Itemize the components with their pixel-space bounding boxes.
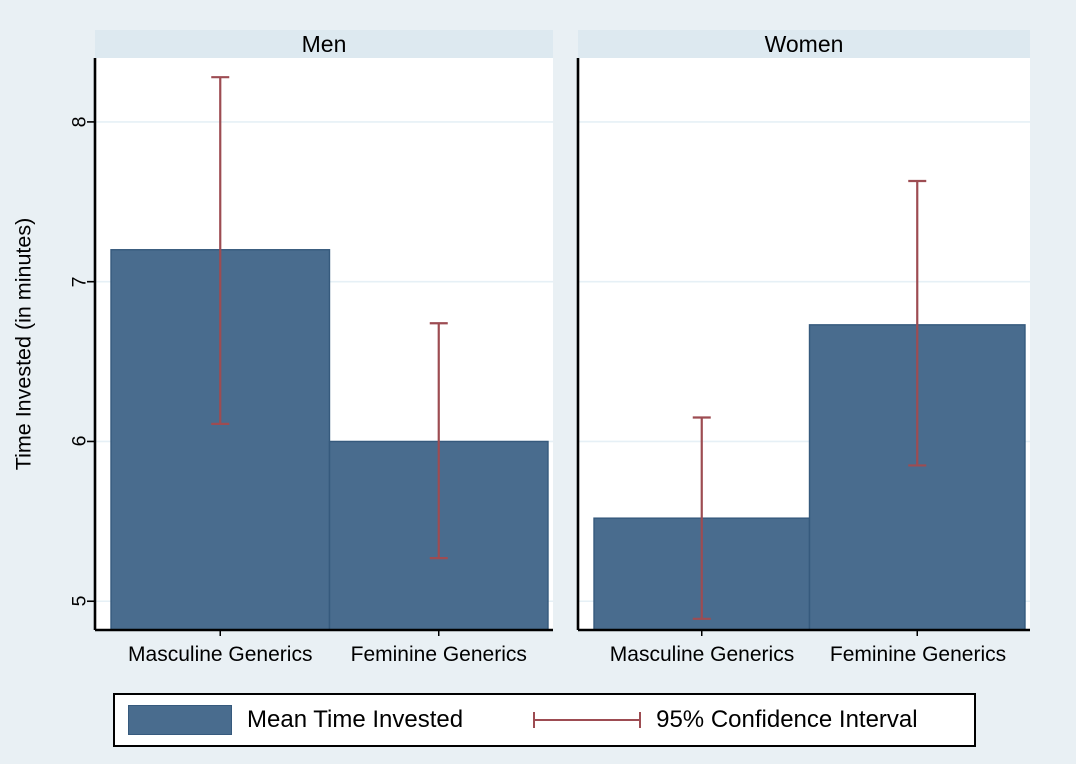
x-label-masculine-generics: Masculine Generics	[609, 643, 795, 666]
x-label-feminine-generics: Feminine Generics	[350, 643, 527, 666]
panel-men-header: Men	[95, 30, 553, 58]
legend-error-bar-icon	[533, 712, 642, 728]
legend-ci-label: 95% Confidence Interval	[656, 706, 918, 733]
panel-women-header: Women	[578, 30, 1030, 58]
legend-box: Mean Time Invested 95% Confidence Interv…	[113, 693, 976, 747]
women-plot-area	[576, 58, 1030, 636]
women-x-axis-labels: Masculine Generics Feminine Generics	[594, 643, 1026, 667]
legend-bar-label: Mean Time Invested	[247, 706, 464, 733]
x-label-feminine-generics: Feminine Generics	[829, 643, 1007, 666]
y-axis-title: Time Invested (in minutes)	[11, 217, 36, 471]
legend-bar-swatch	[128, 705, 232, 735]
men-plot-area	[87, 58, 553, 636]
x-label-masculine-generics: Masculine Generics	[128, 643, 313, 666]
men-x-axis-labels: Masculine Generics Feminine Generics	[111, 643, 548, 667]
